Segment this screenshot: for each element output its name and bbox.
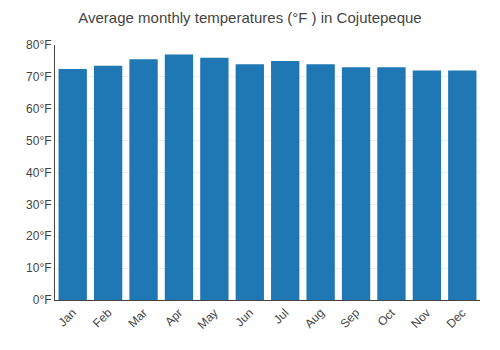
svg-text:Jun: Jun xyxy=(233,306,257,330)
svg-text:Oct: Oct xyxy=(375,305,399,329)
svg-text:Jan: Jan xyxy=(55,306,79,330)
svg-text:0°F: 0°F xyxy=(33,293,52,307)
svg-text:Jul: Jul xyxy=(271,306,292,327)
svg-text:Mar: Mar xyxy=(125,306,150,331)
svg-text:10°F: 10°F xyxy=(26,261,51,275)
svg-text:Average monthly temperatures (: Average monthly temperatures (°F ) in Co… xyxy=(78,9,421,26)
svg-text:May: May xyxy=(195,306,221,332)
svg-text:50°F: 50°F xyxy=(26,134,51,148)
svg-text:20°F: 20°F xyxy=(26,229,51,243)
svg-text:80°F: 80°F xyxy=(26,38,51,52)
svg-text:30°F: 30°F xyxy=(26,198,51,212)
svg-text:Sep: Sep xyxy=(337,306,362,331)
svg-text:Apr: Apr xyxy=(162,306,185,329)
svg-text:70°F: 70°F xyxy=(26,70,51,84)
svg-text:60°F: 60°F xyxy=(26,102,51,116)
svg-text:Aug: Aug xyxy=(302,306,327,331)
svg-text:40°F: 40°F xyxy=(26,166,51,180)
svg-text:Dec: Dec xyxy=(444,306,469,331)
svg-text:Nov: Nov xyxy=(408,306,433,331)
svg-text:Feb: Feb xyxy=(90,306,115,331)
